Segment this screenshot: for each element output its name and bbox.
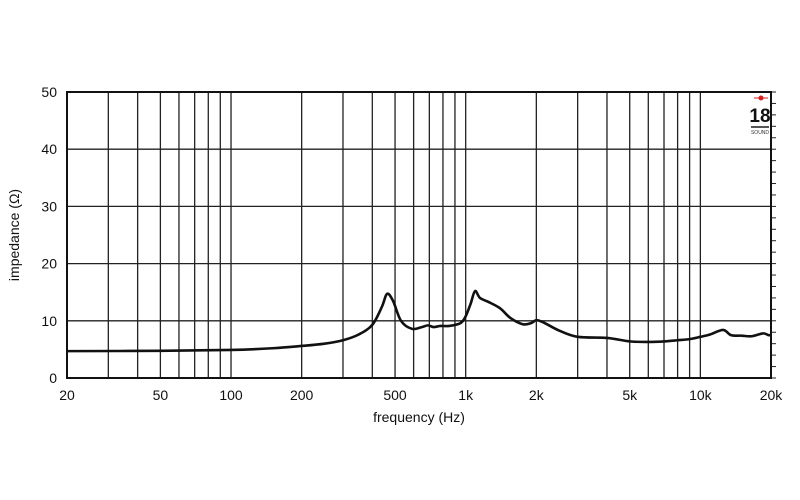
plot-frame <box>66 91 772 379</box>
y-tick-label: 40 <box>41 141 57 157</box>
x-tick-label: 500 <box>383 387 407 403</box>
x-tick-label: 100 <box>219 387 243 403</box>
brand-logo: 18 SOUND <box>749 95 771 136</box>
y-tick-labels: 0 10 20 30 40 50 <box>41 84 57 386</box>
x-tick-label: 20 <box>59 387 75 403</box>
grid <box>66 91 772 379</box>
y-axis-label: impedance (Ω) <box>6 189 22 281</box>
y-tick-label: 30 <box>41 198 57 214</box>
x-tick-label: 50 <box>153 387 169 403</box>
y-tick-label: 0 <box>49 370 57 386</box>
impedance-curve <box>66 289 772 353</box>
x-tick-label: 1k <box>458 387 474 403</box>
y-tick-label: 50 <box>41 84 57 100</box>
y-tick-label: 10 <box>41 313 57 329</box>
logo-number: 18 <box>749 106 770 127</box>
x-tick-label: 2k <box>529 387 545 403</box>
y-tick-label: 20 <box>41 256 57 272</box>
x-tick-label: 200 <box>290 387 314 403</box>
logo-text: SOUND <box>751 130 769 136</box>
x-tick-label: 10k <box>689 387 713 403</box>
x-tick-label: 20k <box>760 387 784 403</box>
x-tick-labels: 20 50 100 200 500 1k 2k 5k 10k 20k <box>59 387 783 403</box>
x-tick-label: 5k <box>622 387 638 403</box>
logo-crosshair-icon <box>754 95 768 101</box>
x-axis-label: frequency (Hz) <box>373 409 465 425</box>
